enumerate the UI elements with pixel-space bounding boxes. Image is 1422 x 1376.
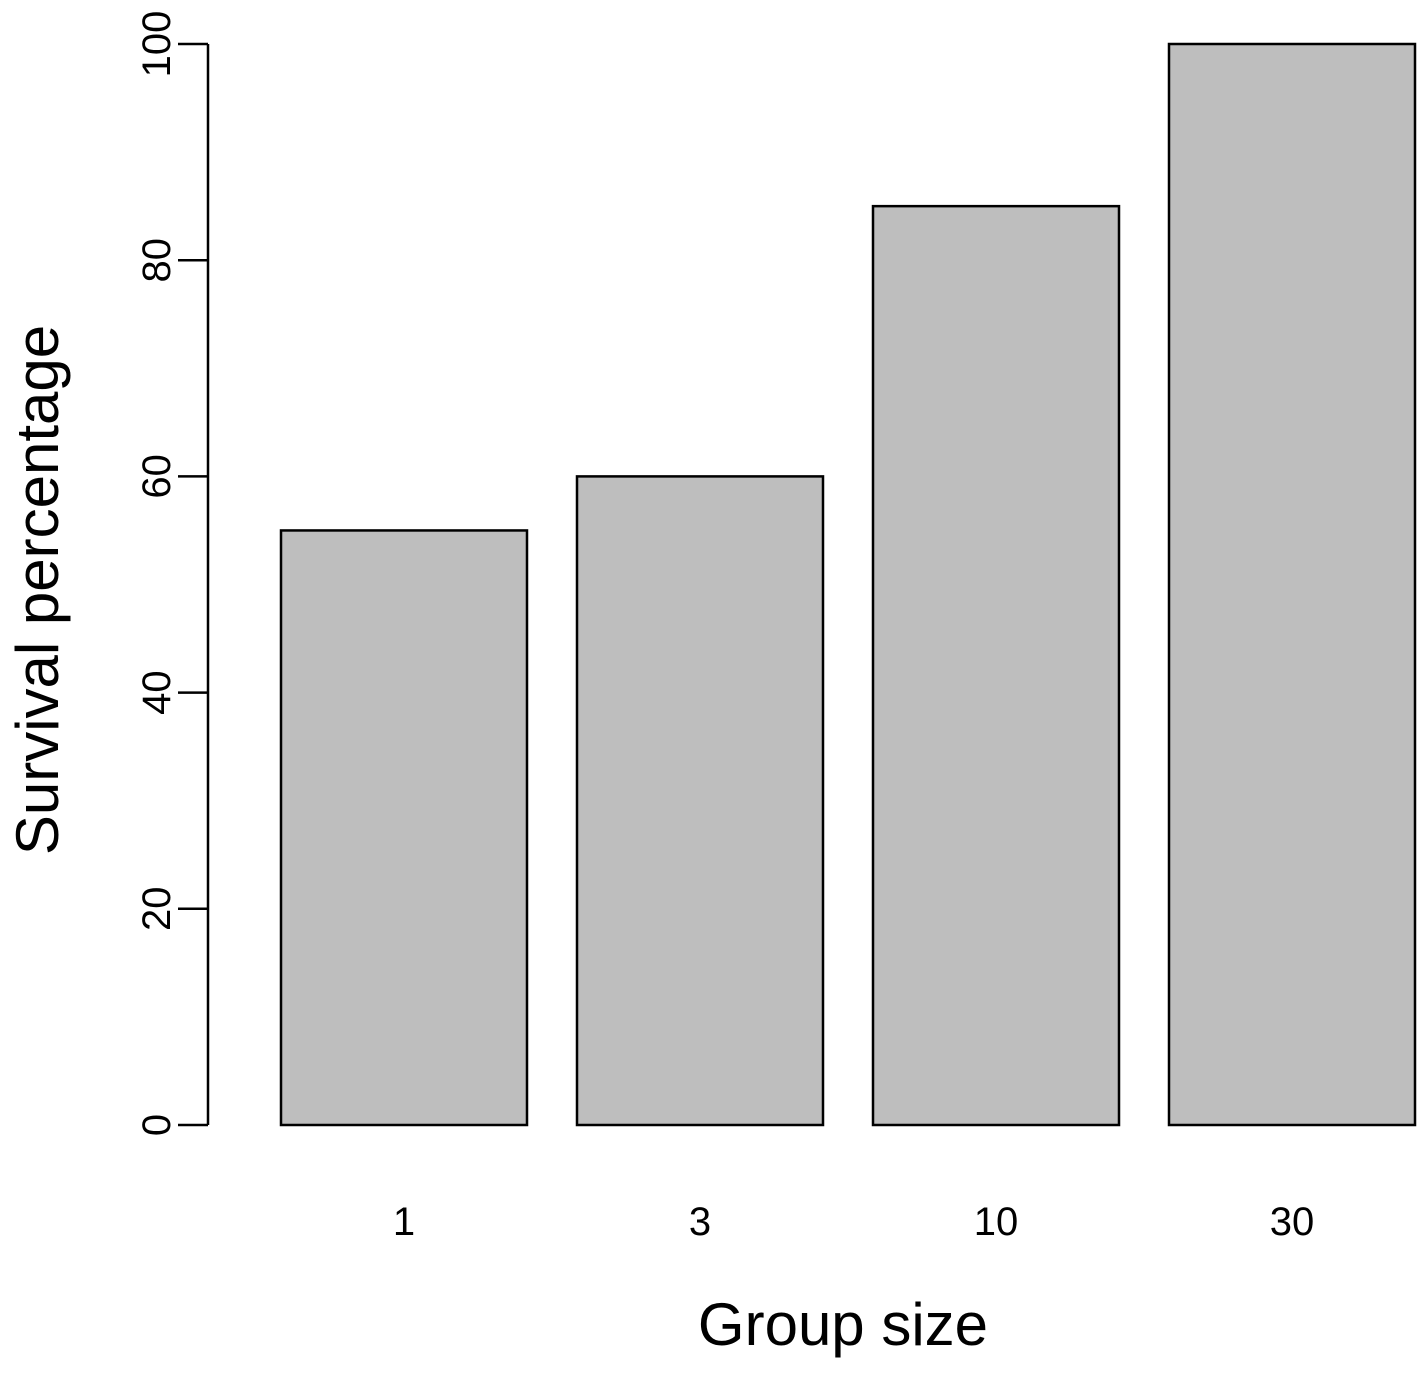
bar-30 bbox=[1167, 42, 1417, 1127]
x-tick-label: 1 bbox=[393, 1200, 415, 1244]
bar-1 bbox=[279, 529, 529, 1127]
y-axis: 0 20 40 60 80 100 bbox=[135, 11, 210, 1136]
y-tick-label: 60 bbox=[135, 454, 179, 499]
y-axis-title: Survival percentage bbox=[4, 325, 71, 855]
y-tick-label: 20 bbox=[135, 887, 179, 932]
y-tick-label: 0 bbox=[135, 1114, 179, 1136]
x-tick-label: 3 bbox=[689, 1200, 711, 1244]
x-axis: 1 3 10 30 bbox=[393, 1200, 1314, 1244]
bars-layer bbox=[279, 42, 1417, 1127]
y-tick-label: 100 bbox=[135, 11, 179, 78]
x-axis-title: Group size bbox=[698, 1291, 988, 1358]
bar-3 bbox=[575, 475, 825, 1127]
x-tick-label: 10 bbox=[974, 1200, 1019, 1244]
y-tick-label: 40 bbox=[135, 670, 179, 715]
bar-10 bbox=[871, 204, 1121, 1127]
y-tick-label: 80 bbox=[135, 238, 179, 283]
x-tick-label: 30 bbox=[1270, 1200, 1315, 1244]
